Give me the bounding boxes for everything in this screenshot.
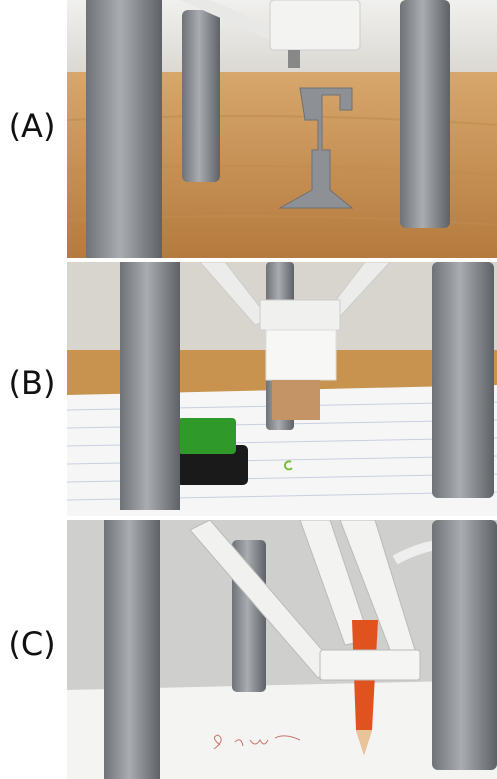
photo-c	[67, 520, 497, 779]
panel-label: (B)	[9, 364, 56, 402]
photo-a	[67, 0, 497, 258]
panel-label: (A)	[9, 107, 56, 145]
panel-label: (C)	[8, 625, 55, 663]
photo-b	[67, 262, 497, 516]
